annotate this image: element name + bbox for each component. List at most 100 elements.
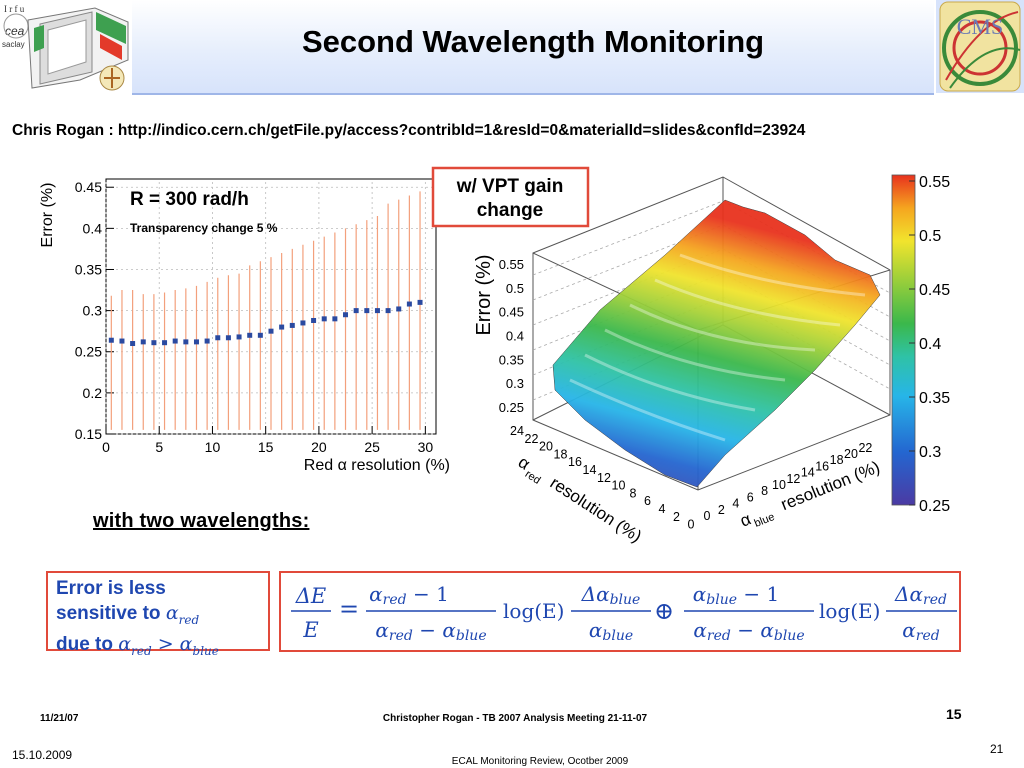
red-tick-label: 4 (659, 502, 666, 516)
z-tick-label: 0.35 (499, 352, 524, 367)
blue-tick-label: 12 (786, 472, 800, 486)
inner-footer-title: Christopher Rogan - TB 2007 Analysis Mee… (382, 713, 648, 724)
x-tick-label: 20 (311, 439, 327, 455)
z-tick-label: 0.5 (506, 281, 524, 296)
data-point (257, 332, 263, 338)
blue-tick-label: 4 (732, 497, 739, 511)
svg-text:blue: blue (753, 511, 777, 530)
vpt-annotation-line1: w/ VPT gain (456, 176, 564, 197)
y-tick-label: 0.2 (83, 385, 103, 401)
chart-title: R = 300 rad/h (130, 189, 249, 210)
chart-subtitle: Transparency change 5 % (130, 221, 278, 235)
saclay-logo-text: saclay (2, 40, 25, 49)
data-point (300, 320, 306, 326)
irfu-cea-logo: I r f u cea saclay (0, 0, 132, 93)
data-point (406, 301, 412, 307)
red-tick-label: 16 (568, 455, 582, 469)
cea-logo-text: cea (5, 24, 25, 38)
z-tick-label: 0.4 (506, 329, 524, 344)
red-tick-label: 24 (510, 424, 524, 438)
red-tick-label: 8 (630, 486, 637, 500)
data-point (119, 338, 125, 344)
blue-tick-label: 18 (830, 453, 844, 467)
red-tick-label: 2 (673, 510, 680, 524)
footer-date: 15.10.2009 (12, 748, 73, 762)
data-point (215, 335, 221, 341)
data-point (332, 316, 338, 322)
colorbar-tick-label: 0.5 (919, 228, 941, 245)
blue-tick-label: 10 (772, 478, 786, 492)
data-point (172, 338, 178, 344)
data-point (247, 332, 253, 338)
sensitivity-note-box: Error is less sensitive to αred due to α… (46, 571, 270, 658)
x-tick-label: 25 (364, 439, 380, 455)
data-point (321, 316, 327, 322)
svg-text:αred − αblue: αred − αblue (693, 618, 804, 644)
svg-text:log(E): log(E) (819, 599, 880, 623)
data-point (162, 340, 168, 346)
y-tick-label: 0.45 (75, 179, 102, 195)
y-tick-label: 0.15 (75, 426, 102, 442)
data-point (396, 306, 402, 312)
x-axis-label: Red α resolution (%) (304, 457, 450, 474)
data-point (385, 308, 391, 314)
error-formula-box: ΔE E = αred − 1 αred − αblue log(E) Δαbl… (279, 571, 961, 652)
data-point (364, 308, 370, 314)
data-point (140, 339, 146, 345)
note-line-2: sensitive to αred (56, 602, 200, 627)
error-surface (552, 199, 881, 488)
svg-text:α: α (737, 509, 753, 530)
data-point (151, 340, 157, 346)
colorbar-tick-label: 0.35 (919, 390, 950, 407)
irfu-logo-text: I r f u (4, 4, 25, 14)
data-point (236, 334, 242, 340)
two-wavelengths-heading: with two wavelengths: (93, 510, 310, 532)
z-tick-label: 0.45 (499, 305, 524, 320)
colorbar (891, 174, 916, 506)
blue-tick-label: 0 (704, 509, 711, 523)
y-tick-label: 0.4 (83, 220, 103, 236)
svg-text:E: E (302, 618, 318, 642)
page-title: Second Wavelength Monitoring (301, 24, 765, 59)
z-axis-label: Error (%) (473, 254, 495, 335)
svg-text:ΔE: ΔE (295, 584, 327, 608)
svg-text:αblue − 1: αblue − 1 (693, 582, 779, 608)
cms-logo-text: CMS (957, 14, 1003, 39)
data-point (279, 324, 285, 330)
red-tick-label: 14 (583, 463, 597, 477)
red-tick-label: 0 (688, 518, 695, 532)
blue-tick-label: 16 (815, 459, 829, 473)
x-tick-label: 5 (155, 439, 163, 455)
colorbar-tick-label: 0.3 (919, 444, 941, 461)
red-tick-label: 10 (612, 479, 626, 493)
z-tick-label: 0.55 (499, 257, 524, 272)
header-band (132, 0, 934, 95)
page-number: 21 (990, 742, 1004, 756)
y-tick-label: 0.35 (75, 261, 102, 277)
svg-text:αred − 1: αred − 1 (369, 582, 449, 608)
blue-tick-label: 6 (747, 490, 754, 504)
colorbar-tick-label: 0.45 (919, 282, 950, 299)
data-point (311, 317, 317, 323)
svg-text:⊕: ⊕ (654, 597, 674, 625)
data-point (374, 308, 380, 314)
source-link[interactable]: Chris Rogan : http://indico.cern.ch/getF… (12, 122, 806, 139)
colorbar-tick-label: 0.25 (919, 498, 950, 515)
blue-tick-label: 8 (761, 484, 768, 498)
data-point (353, 308, 359, 314)
note-line-3: due to αred > αblue (56, 632, 219, 658)
colorbar-tick-label: 0.4 (919, 336, 941, 353)
blue-tick-label: 14 (801, 466, 815, 480)
colorbar-tick-label: 0.55 (919, 174, 950, 191)
svg-text:resolution (%): resolution (%) (547, 473, 645, 545)
inner-footer-date: 11/21/07 (40, 713, 79, 724)
svg-text:αblue: αblue (589, 618, 633, 644)
error-surface-chart: w/ VPT gain change Error (%) 0.55 0.5 0.45… (425, 165, 970, 546)
error-vs-red-resolution-chart: 0.15 0.2 0.25 0.3 0.35 0.4 0.45 0 5 10 15 20 25 30 R … (30, 165, 460, 480)
inner-slide-number: 15 (946, 706, 962, 722)
data-point (193, 339, 199, 345)
cms-logo: CMS (936, 0, 1024, 93)
data-point (204, 338, 210, 344)
vpt-annotation-box (431, 166, 590, 228)
data-point (268, 328, 274, 334)
